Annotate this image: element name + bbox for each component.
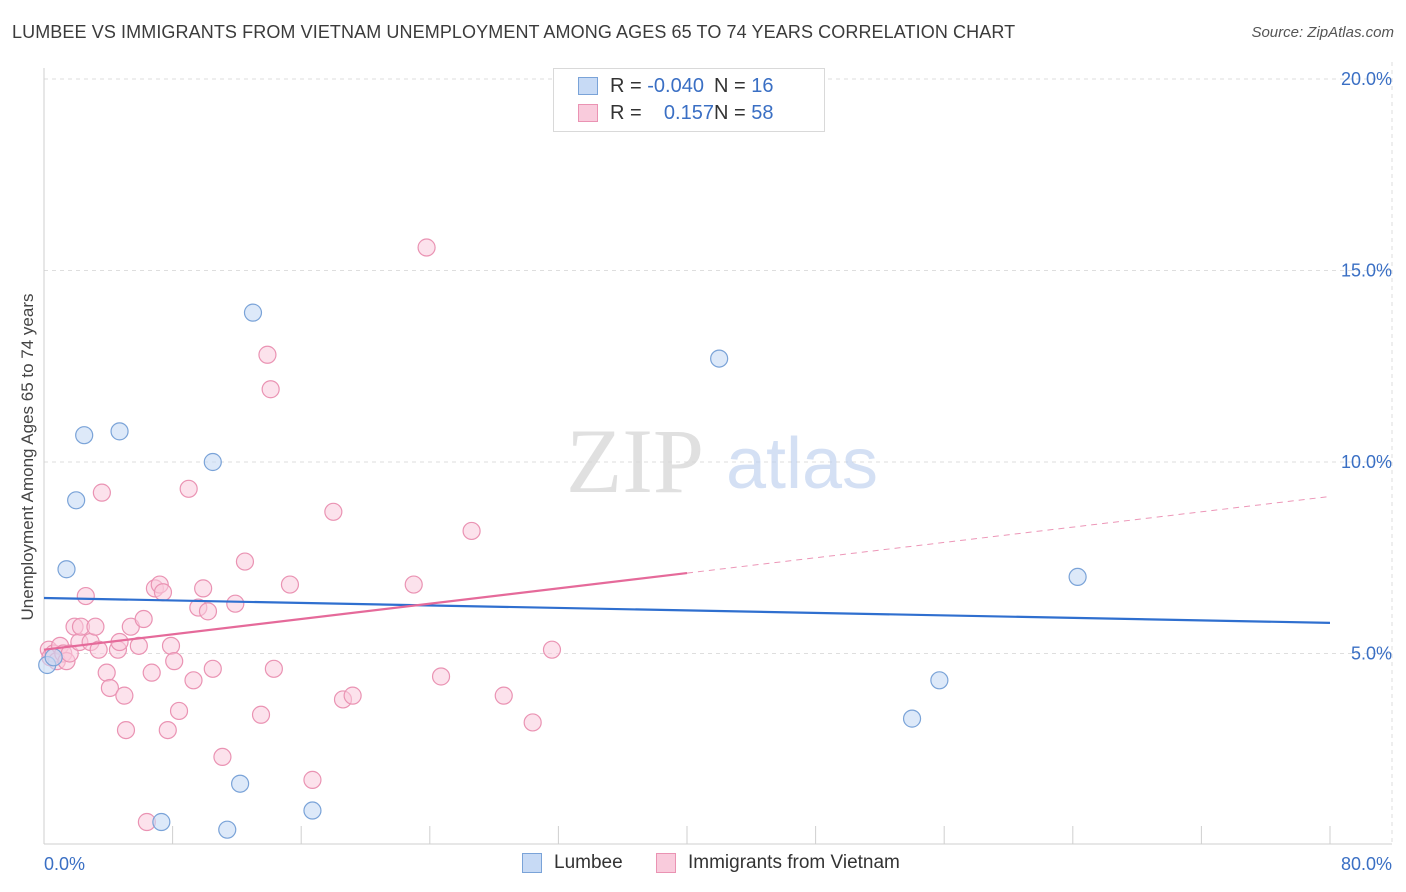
- point-vietnam: [86, 617, 105, 636]
- bottom-legend-label-vietnam: Immigrants from Vietnam: [688, 852, 900, 873]
- chart-title: LUMBEE VS IMMIGRANTS FROM VIETNAM UNEMPL…: [12, 22, 1016, 42]
- legend-n-label: N =: [714, 101, 746, 124]
- point-vietnam: [76, 586, 95, 606]
- point-vietnam: [115, 686, 134, 705]
- point-lumbee: [231, 774, 250, 793]
- legend-swatch-lumbee: [578, 77, 598, 95]
- legend-r-value: 0.157: [663, 101, 714, 124]
- axes: [43, 68, 1392, 845]
- source-label: Source: ZipAtlas.com: [1251, 24, 1394, 41]
- grid: [44, 62, 1393, 844]
- point-vietnam: [97, 663, 116, 682]
- y-tick-label: 10.0%: [1341, 452, 1392, 472]
- point-vietnam: [462, 521, 481, 541]
- point-vietnam: [169, 701, 189, 721]
- point-vietnam: [258, 345, 277, 364]
- point-lumbee: [1068, 567, 1087, 587]
- watermark-atlas: atlas: [726, 424, 878, 504]
- point-vietnam: [494, 686, 513, 705]
- point-vietnam: [198, 602, 218, 621]
- point-vietnam: [134, 609, 153, 629]
- legend-r-label: R =: [610, 74, 642, 97]
- legend-r-label: R =: [610, 101, 642, 124]
- point-vietnam: [89, 640, 108, 659]
- series-lumbee-points: [38, 303, 1087, 839]
- legend-n-value: 58: [751, 101, 774, 124]
- legend-n-value: 16: [751, 74, 774, 97]
- point-vietnam: [153, 583, 173, 602]
- trend-line-vietnam-extension: [686, 495, 1331, 574]
- point-vietnam: [92, 483, 111, 502]
- point-vietnam: [404, 575, 423, 594]
- point-vietnam: [142, 663, 161, 682]
- bottom-legend-label-lumbee: Lumbee: [554, 852, 623, 873]
- point-lumbee: [44, 648, 63, 667]
- point-vietnam: [417, 238, 436, 257]
- point-lumbee: [710, 349, 729, 368]
- point-vietnam: [523, 713, 542, 732]
- point-lumbee: [902, 709, 922, 728]
- x-tick-label: 80.0%: [1341, 854, 1392, 874]
- bottom-legend: Lumbee Immigrants from Vietnam: [0, 852, 1406, 878]
- y-tick-label: 15.0%: [1341, 261, 1392, 281]
- point-vietnam: [203, 659, 222, 678]
- trend-lines: [43, 495, 1331, 651]
- bottom-legend-swatch-lumbee: [522, 853, 542, 873]
- y-tick-label: 5.0%: [1351, 644, 1392, 664]
- point-vietnam: [542, 640, 562, 659]
- trend-line-lumbee: [43, 596, 1331, 624]
- bottom-legend-vietnam: Immigrants from Vietnam: [656, 852, 900, 874]
- point-vietnam: [100, 678, 120, 698]
- point-vietnam: [324, 502, 343, 521]
- point-lumbee: [75, 426, 94, 445]
- watermark-zip: ZIP: [566, 410, 704, 512]
- point-vietnam: [158, 720, 177, 740]
- point-vietnam: [161, 636, 181, 655]
- legend-swatch-vietnam: [578, 104, 598, 122]
- point-vietnam: [194, 579, 213, 598]
- point-vietnam: [343, 686, 362, 705]
- point-lumbee: [110, 422, 129, 441]
- point-lumbee: [218, 820, 237, 839]
- point-vietnam: [251, 705, 271, 724]
- bottom-legend-swatch-vietnam: [656, 853, 676, 873]
- point-vietnam: [226, 594, 245, 613]
- point-lumbee: [303, 801, 322, 820]
- point-lumbee: [243, 303, 263, 322]
- point-vietnam: [179, 479, 198, 498]
- point-lumbee: [203, 452, 222, 472]
- x-tick-label: 0.0%: [44, 854, 85, 874]
- point-vietnam: [280, 575, 300, 594]
- legend-r-value: -0.040: [647, 74, 704, 97]
- point-vietnam: [184, 671, 203, 690]
- legend-n-label: N =: [714, 74, 746, 97]
- point-vietnam: [261, 380, 280, 399]
- point-vietnam: [213, 747, 232, 767]
- legend-box: R = -0.040 N = 16 R = 0.157 N = 58: [553, 68, 825, 132]
- y-tick-label: 20.0%: [1341, 69, 1392, 89]
- series-vietnam-points: [39, 238, 562, 832]
- point-vietnam: [264, 659, 283, 678]
- tick-labels: 5.0% 10.0% 15.0% 20.0% 0.0% 80.0%: [44, 69, 1392, 874]
- point-lumbee: [57, 560, 76, 579]
- point-lumbee: [152, 812, 171, 832]
- legend-row-lumbee: R = -0.040 N = 16: [578, 74, 774, 98]
- legend-row-vietnam: R = 0.157 N = 58: [578, 101, 774, 125]
- point-vietnam: [431, 667, 451, 686]
- point-lumbee: [67, 491, 86, 510]
- point-vietnam: [165, 652, 184, 671]
- point-vietnam: [303, 770, 322, 789]
- point-lumbee: [930, 671, 949, 690]
- bottom-legend-lumbee: Lumbee: [522, 852, 623, 874]
- point-vietnam: [235, 552, 255, 571]
- point-vietnam: [116, 720, 136, 740]
- trend-line-vietnam: [43, 571, 688, 651]
